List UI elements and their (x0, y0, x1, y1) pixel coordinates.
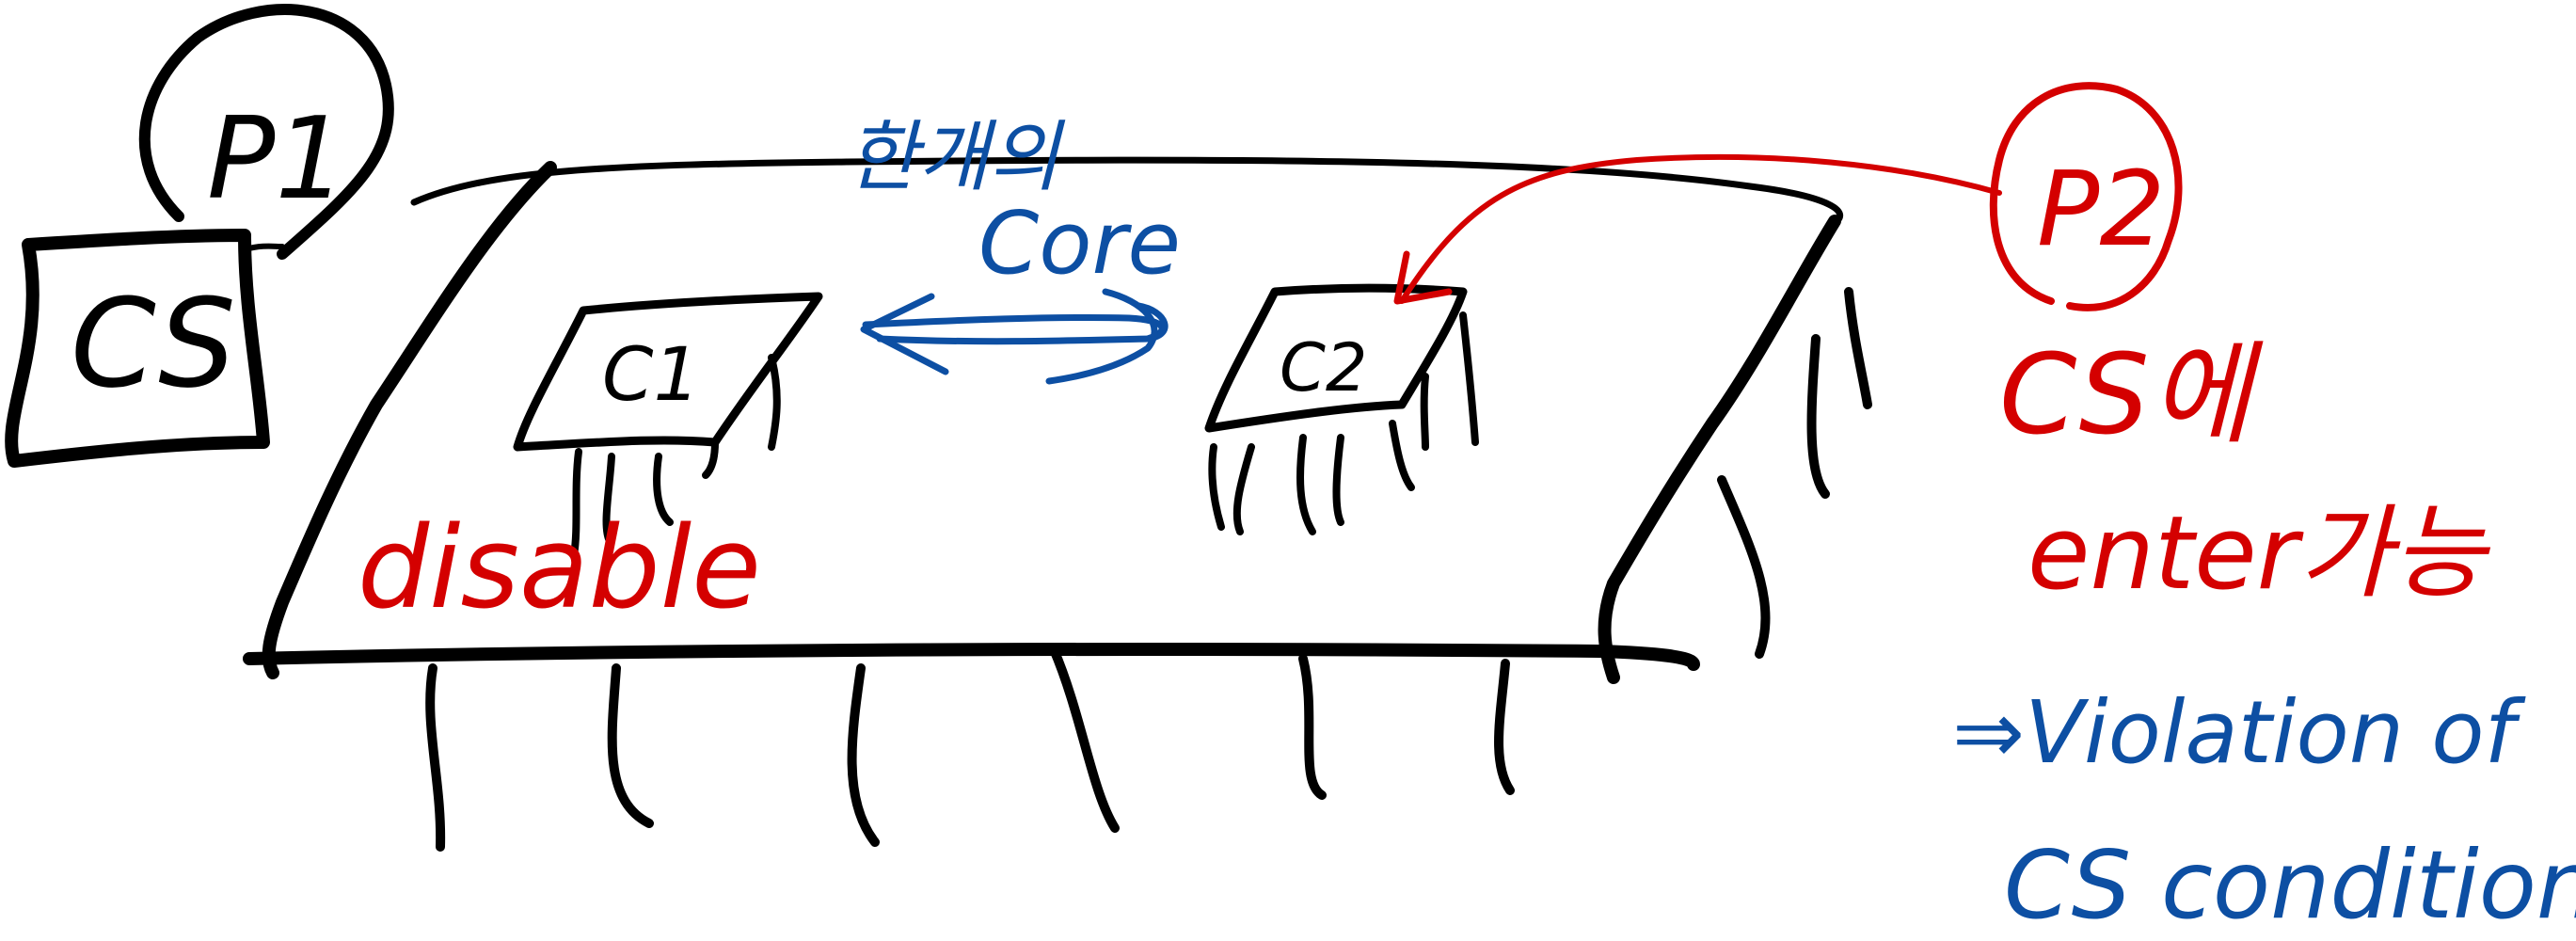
chip-2-outline (1204, 283, 1468, 433)
board-pin (1806, 334, 1830, 499)
chip-1-pin (768, 354, 781, 451)
board-pin (1844, 287, 1872, 409)
core-chip-1: C1 (513, 292, 823, 559)
double-arrow-upper (862, 313, 1166, 343)
board-pin (1717, 475, 1771, 659)
chip-2-pin (1208, 443, 1225, 531)
core-1-label: C1 (602, 333, 700, 418)
p2-circle (1989, 82, 2183, 311)
double-arrow-left-head (860, 293, 949, 375)
core-2-label: C2 (1280, 329, 1367, 407)
chip-1-pin (702, 439, 719, 479)
board-pin (1494, 659, 1515, 795)
p1-to-cs-link (242, 243, 285, 252)
cs-box (5, 229, 270, 468)
core-chip-2: C2 (1204, 283, 1479, 535)
board-pin (1049, 645, 1120, 833)
core-double-arrow (860, 288, 1169, 385)
process-1: P1 CS (5, 4, 394, 468)
p1-circle (138, 4, 394, 260)
cs-enter-line-1: CS에 (1999, 329, 2264, 459)
chip-2-pin (1420, 373, 1429, 451)
chip-1-pin (570, 448, 582, 559)
p2-label: P2 (2037, 149, 2165, 269)
board-right-edge (1598, 215, 1841, 684)
chip-2-pin (1389, 420, 1415, 491)
cs-enter-line-2: enter가능 (2027, 495, 2490, 613)
board-pin (607, 663, 654, 828)
board-left-edge (262, 161, 557, 679)
korean-one-label: 한개의 (847, 113, 1066, 202)
violation-line-2: CS condition (2004, 830, 2576, 940)
chip-2-pin (1296, 434, 1316, 535)
board-pin (1298, 654, 1327, 800)
core-word-label: Core (978, 193, 1181, 294)
board-bottom-edge (243, 643, 1700, 671)
double-arrow-right-head (1045, 288, 1158, 385)
p2-arrow-head (1393, 250, 1453, 305)
disable-label: disable (358, 503, 761, 634)
board (243, 156, 1872, 852)
cs-box-label: CS (71, 272, 236, 415)
violation-line-1: ⇒Violation of (1952, 682, 2526, 783)
double-arrow-lower (876, 302, 1169, 345)
chip-1-pin (602, 453, 615, 545)
chip-2-pin (1232, 443, 1255, 535)
p2-arrow-line (1399, 153, 2002, 304)
board-top-edge (410, 156, 1844, 230)
p1-label: P1 (207, 94, 347, 225)
board-pin (425, 663, 446, 852)
process-2: P2 (1393, 82, 2183, 311)
chip-1-pin (653, 453, 674, 526)
board-pin (847, 663, 880, 847)
chip-2-pin (1332, 434, 1344, 526)
chip-2-pin (1459, 311, 1479, 446)
